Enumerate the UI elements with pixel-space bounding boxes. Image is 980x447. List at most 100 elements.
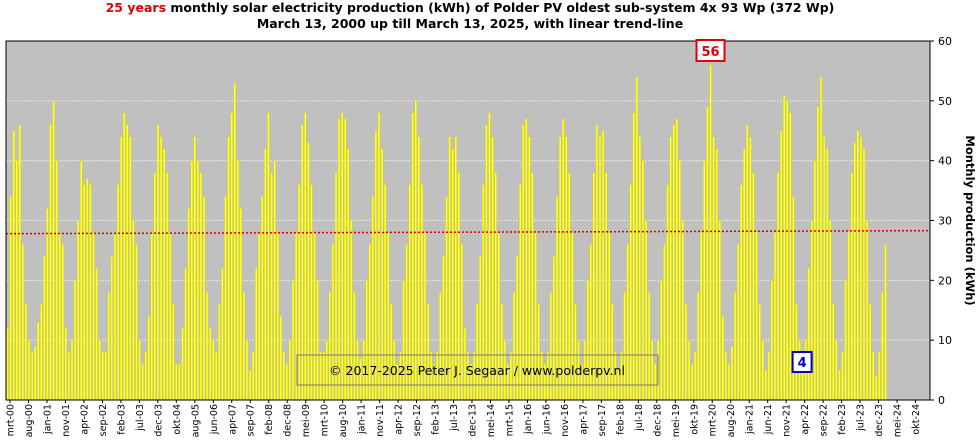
bar bbox=[825, 148, 829, 401]
bar bbox=[847, 232, 850, 401]
bar bbox=[101, 351, 104, 401]
bar bbox=[138, 339, 141, 401]
bar bbox=[46, 208, 49, 401]
bar bbox=[810, 220, 813, 401]
bar bbox=[669, 136, 672, 401]
y-tick-label: 60 bbox=[938, 35, 952, 48]
x-tick-label: apr-07 bbox=[227, 404, 238, 435]
bar bbox=[829, 220, 832, 401]
copyright-frame bbox=[296, 354, 659, 386]
bar bbox=[9, 196, 12, 401]
bar bbox=[377, 112, 381, 401]
bar bbox=[344, 118, 347, 401]
bar bbox=[515, 256, 519, 401]
x-tick-label: sep-17 bbox=[597, 404, 608, 436]
bar bbox=[565, 136, 568, 401]
bar bbox=[663, 244, 666, 401]
bar bbox=[270, 172, 273, 401]
x-tick-label: aug-20 bbox=[726, 404, 737, 437]
bar bbox=[417, 136, 421, 401]
bar bbox=[779, 130, 783, 401]
bar bbox=[113, 232, 117, 401]
bar bbox=[727, 363, 731, 401]
bar bbox=[390, 304, 393, 401]
bar bbox=[218, 304, 221, 401]
x-tick-label: jun-21 bbox=[763, 404, 774, 435]
bar bbox=[525, 118, 528, 401]
x-tick-label: nov-11 bbox=[375, 404, 386, 437]
x-tick-label: dec-08 bbox=[283, 404, 294, 437]
x-tick-label: mei-19 bbox=[671, 404, 682, 437]
y-axis-title: Monthly production (kWh) bbox=[963, 135, 977, 305]
bar bbox=[304, 112, 307, 401]
bar bbox=[221, 268, 224, 401]
bar bbox=[215, 351, 218, 401]
bar bbox=[55, 160, 58, 401]
bar bbox=[675, 118, 678, 401]
x-tick-label: apr-12 bbox=[394, 404, 405, 435]
bar bbox=[632, 112, 635, 401]
title-line-1: 25 years monthly solar electricity produ… bbox=[0, 0, 940, 16]
bar bbox=[181, 328, 184, 401]
bar bbox=[709, 64, 712, 401]
bar bbox=[712, 136, 715, 401]
title-line-1-rest: monthly solar electricity production (kW… bbox=[166, 0, 835, 15]
bar bbox=[61, 244, 64, 401]
bar bbox=[310, 184, 313, 401]
bar bbox=[24, 304, 28, 401]
x-tick-label: nov-21 bbox=[782, 404, 793, 437]
bar bbox=[773, 232, 777, 401]
bar bbox=[835, 339, 838, 401]
bar bbox=[196, 160, 200, 401]
x-tick-label: dec-13 bbox=[468, 404, 479, 437]
x-tick-label: mrt-00 bbox=[6, 404, 17, 436]
x-tick-label: jul-18 bbox=[634, 404, 645, 432]
bar bbox=[322, 351, 325, 401]
bar bbox=[175, 363, 178, 401]
bar bbox=[156, 124, 160, 401]
bar bbox=[623, 292, 626, 401]
bar bbox=[813, 160, 817, 401]
bar bbox=[678, 160, 681, 401]
bar bbox=[807, 268, 810, 401]
bar bbox=[307, 142, 310, 401]
title-line-2: March 13, 2000 up till March 13, 2025, w… bbox=[256, 16, 684, 31]
x-tick-label: mei-09 bbox=[301, 404, 312, 437]
chart-title: 25 years monthly solar electricity produ… bbox=[0, 0, 940, 32]
bar bbox=[672, 124, 675, 401]
bar bbox=[853, 142, 856, 401]
bar bbox=[730, 345, 734, 401]
bar bbox=[752, 172, 755, 401]
bar bbox=[245, 339, 249, 401]
bar bbox=[758, 304, 761, 401]
x-tick-label: jun-16 bbox=[541, 404, 552, 435]
bar bbox=[52, 100, 55, 401]
x-tick-label: mrt-10 bbox=[320, 404, 331, 436]
x-tick-label: mei-24 bbox=[893, 404, 904, 437]
x-tick-label: sep-22 bbox=[819, 404, 830, 436]
x-tick-label: jan-21 bbox=[745, 404, 756, 435]
bar bbox=[301, 124, 304, 401]
bar bbox=[144, 351, 147, 401]
bar bbox=[353, 292, 356, 401]
x-tick-label: apr-02 bbox=[79, 404, 90, 435]
x-tick-label: jul-13 bbox=[449, 404, 460, 432]
bar bbox=[227, 136, 230, 401]
bar bbox=[104, 351, 107, 401]
bar bbox=[199, 172, 203, 401]
bar bbox=[690, 363, 694, 401]
copyright-text: © 2017-2025 Peter J. Segaar / www.polder… bbox=[329, 363, 625, 378]
bar bbox=[129, 136, 132, 401]
bar bbox=[706, 106, 709, 401]
bar bbox=[819, 76, 823, 401]
bar bbox=[267, 112, 270, 401]
bar bbox=[325, 339, 328, 401]
x-tick-label: mrt-15 bbox=[504, 404, 515, 436]
bar bbox=[169, 232, 172, 401]
bar bbox=[70, 339, 74, 401]
x-tick-label: sep-02 bbox=[98, 404, 109, 436]
bar bbox=[261, 196, 264, 401]
bar bbox=[595, 124, 599, 401]
bar bbox=[651, 339, 654, 401]
x-axis: mrt-00 aug-00 jan-01 nov-01 apr-02 sep-02 feb-… bbox=[6, 400, 922, 437]
